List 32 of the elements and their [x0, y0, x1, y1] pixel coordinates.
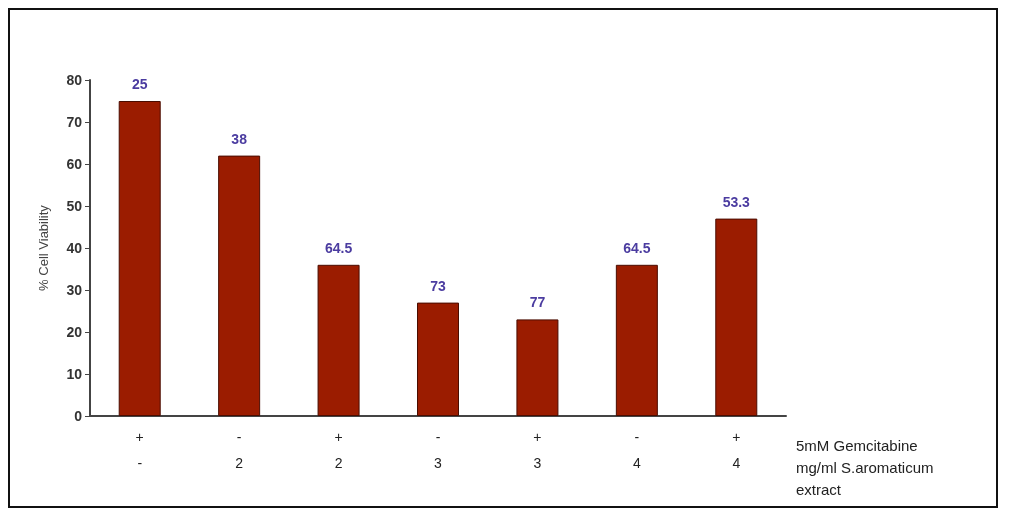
x-tick-label: + 4: [732, 429, 741, 471]
bar: [118, 101, 161, 416]
y-tick-label: 80: [66, 72, 83, 88]
annotation: 73: [430, 277, 446, 294]
x-tick-label: - 3: [434, 429, 443, 471]
y-tick-label: 10: [66, 366, 83, 382]
annotation: 53.3: [722, 193, 751, 210]
x-tick-label: + -: [135, 429, 144, 471]
x-axis-title: 5mM Gemcitabine mg/ml S.aromaticum extract: [796, 436, 934, 498]
bar: [417, 302, 459, 416]
annotation: 25: [131, 76, 148, 92]
x-tick-label: + 3: [533, 429, 542, 471]
y-tick-label: 40: [66, 240, 83, 256]
x-tick-label: - 2: [235, 429, 244, 471]
x-tick-label: + 2: [334, 429, 343, 471]
annotation: 38: [231, 130, 248, 147]
annotation: 64.5: [623, 239, 651, 256]
y-tick-label: 70: [66, 114, 83, 130]
y-tick-label: 30: [66, 282, 83, 298]
annotation: 77: [529, 294, 546, 311]
annotation: 64.5: [324, 239, 353, 256]
bar: [715, 218, 758, 416]
y-axis-title: % Cell Viability: [36, 204, 51, 291]
y-tick-label: 0: [74, 408, 83, 424]
y-tick-label: 60: [66, 156, 83, 172]
y-tick-label: 50: [66, 198, 83, 214]
bar: [615, 264, 658, 416]
y-tick-label: 20: [66, 324, 83, 340]
bar: [317, 264, 360, 416]
bar: [218, 155, 261, 416]
bar: [516, 319, 559, 416]
x-tick-label: - 4: [632, 429, 641, 471]
